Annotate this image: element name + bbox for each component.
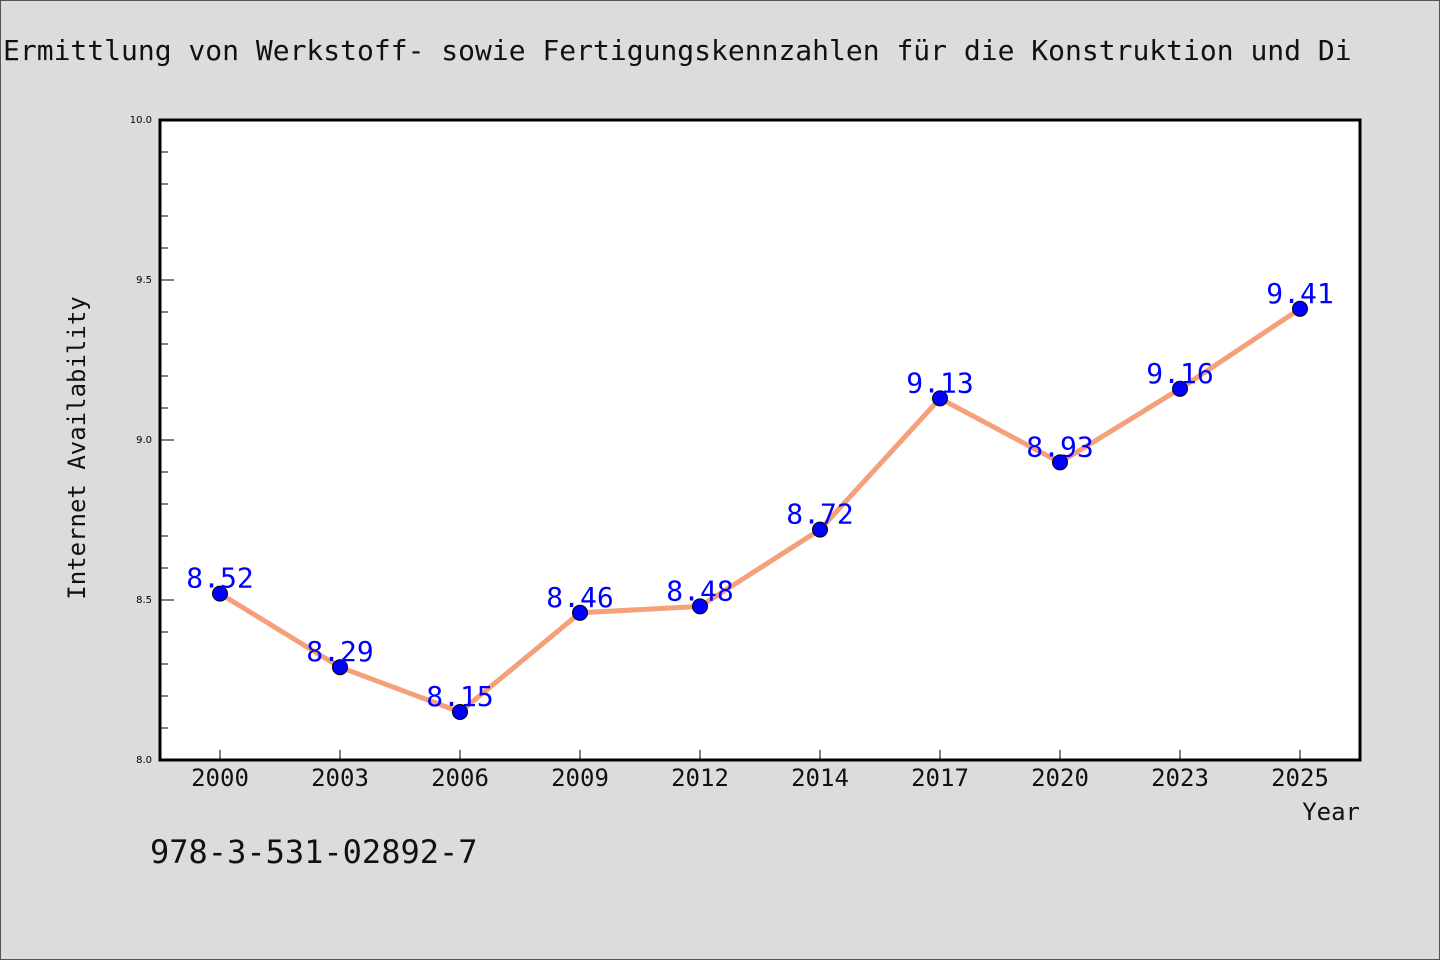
data-point — [212, 585, 228, 602]
x-tick-label: 2000 — [191, 764, 249, 792]
y-tick-label: 9.0 — [136, 435, 152, 446]
chart-title: Ermittlung von Werkstoff- sowie Fertigun… — [3, 34, 1352, 67]
data-label: 8.46 — [546, 581, 613, 614]
x-tick-label: 2006 — [431, 764, 489, 792]
x-axis-ticks: 2000 2003 2006 2009 2012 2014 2017 2020 2023 2025 — [191, 750, 1329, 792]
data-label: 8.72 — [786, 498, 853, 531]
x-tick-label: 2020 — [1031, 764, 1089, 792]
data-point — [1292, 300, 1308, 317]
x-tick-label: 2017 — [911, 764, 969, 792]
data-point — [1172, 380, 1188, 397]
data-label: 8.15 — [426, 680, 493, 713]
x-tick-label: 2003 — [311, 764, 369, 792]
isbn-code: 978-3-531-02892-7 — [150, 833, 478, 871]
y-tick-label: 10.0 — [130, 115, 152, 126]
y-tick-label: 9.5 — [136, 275, 152, 286]
data-point — [572, 604, 588, 621]
series-line — [218, 306, 1302, 715]
data-label: 9.13 — [906, 366, 973, 399]
data-point — [692, 598, 708, 615]
x-tick-label: 2014 — [791, 764, 849, 792]
x-tick-label: 2025 — [1271, 764, 1329, 792]
data-point — [812, 521, 828, 538]
x-tick-label: 2009 — [551, 764, 609, 792]
data-point — [452, 704, 468, 720]
data-labels: 8.52 8.29 8.15 8.46 8.48 8.72 9.13 8.93 9.16 9.41 — [186, 277, 1333, 713]
data-label: 9.41 — [1266, 277, 1333, 310]
x-axis-label: Year — [1302, 798, 1360, 826]
data-label: 8.93 — [1026, 430, 1093, 463]
data-point — [332, 659, 348, 676]
plot-area — [160, 120, 1360, 760]
plot-border — [158, 118, 1362, 762]
data-point — [932, 390, 948, 407]
y-axis-label: Internet Availability — [63, 296, 91, 599]
data-label: 8.48 — [666, 574, 733, 607]
y-tick-label: 8.0 — [136, 755, 152, 766]
x-tick-label: 2012 — [671, 764, 729, 792]
data-label: 8.29 — [306, 635, 373, 668]
data-label: 8.52 — [186, 562, 253, 595]
series-markers — [212, 300, 1308, 720]
x-tick-label: 2023 — [1151, 764, 1209, 792]
data-point — [1052, 454, 1068, 471]
y-tick-label: 8.5 — [136, 595, 152, 606]
data-label: 9.16 — [1146, 357, 1213, 390]
